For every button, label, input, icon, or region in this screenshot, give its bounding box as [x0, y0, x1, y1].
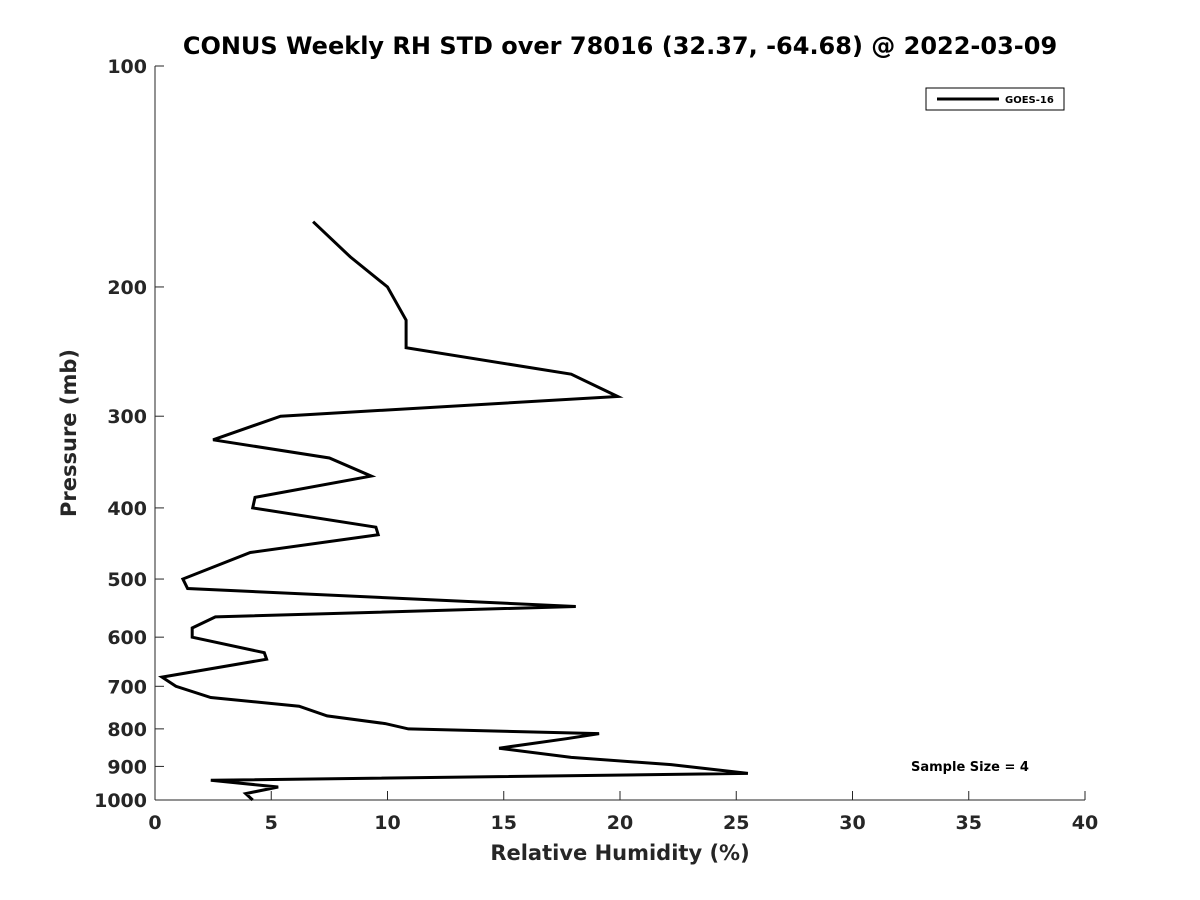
x-tick-label: 10 [374, 812, 400, 834]
chart-title: CONUS Weekly RH STD over 78016 (32.37, -… [183, 32, 1057, 60]
series-line-goes-16 [158, 220, 749, 802]
sample-size-annotation: Sample Size = 4 [911, 760, 1029, 775]
x-tick-label: 35 [956, 812, 982, 834]
y-tick-label: 200 [107, 277, 147, 299]
y-tick-label: 700 [107, 676, 147, 698]
x-tick-label: 5 [265, 812, 278, 834]
y-tick-label: 100 [107, 56, 147, 78]
x-tick-label: 40 [1072, 812, 1098, 834]
x-tick-label: 0 [148, 812, 161, 834]
y-tick-label: 900 [107, 756, 147, 778]
x-tick-label: 30 [839, 812, 865, 834]
x-tick-label: 25 [723, 812, 749, 834]
y-axis-label: Pressure (mb) [57, 349, 81, 517]
y-tick-label: 600 [107, 627, 147, 649]
x-ticks: 0 5 10 15 20 25 30 35 40 [148, 791, 1098, 834]
y-ticks: 100 200 300 400 500 600 700 800 900 1000 [94, 56, 164, 812]
y-tick-label: 500 [107, 569, 147, 591]
legend-label-goes-16: GOES-16 [1005, 95, 1054, 106]
legend: GOES-16 [925, 87, 1065, 111]
y-tick-label: 800 [107, 719, 147, 741]
x-tick-label: 20 [607, 812, 633, 834]
x-tick-label: 15 [491, 812, 517, 834]
y-tick-label: 300 [107, 406, 147, 428]
y-tick-label: 1000 [94, 790, 147, 812]
series-layer [158, 220, 749, 802]
y-tick-label: 400 [107, 498, 147, 520]
x-axis-label: Relative Humidity (%) [490, 841, 749, 865]
